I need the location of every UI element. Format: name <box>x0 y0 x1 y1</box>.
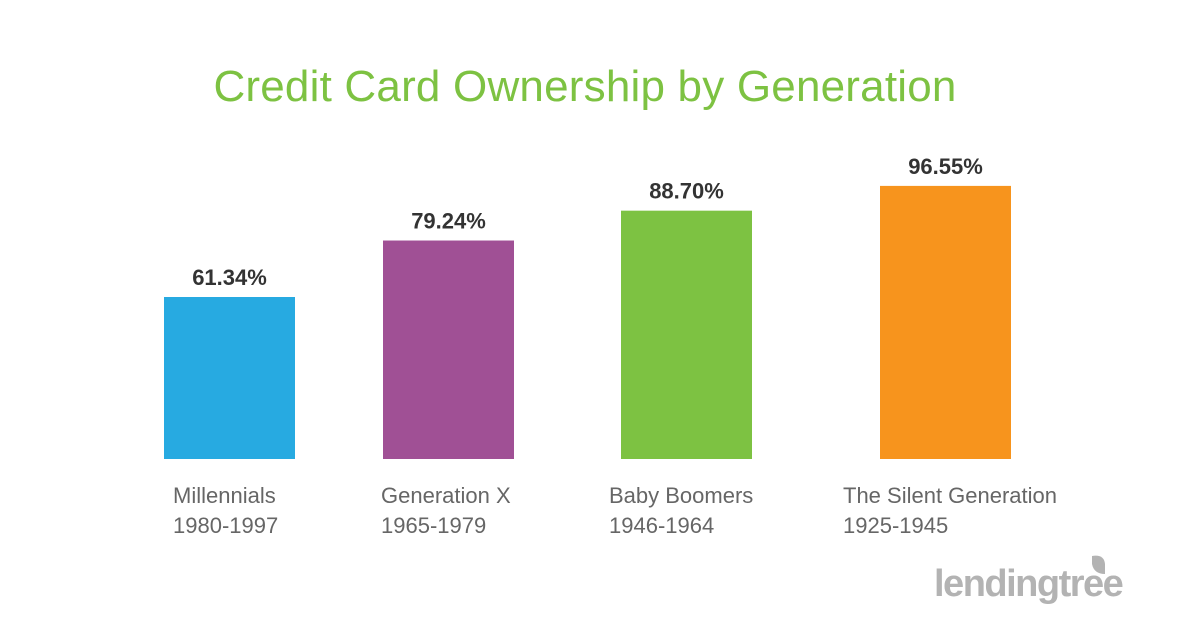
bar-3 <box>621 210 752 459</box>
chart-title: Credit Card Ownership by Generation <box>213 62 957 111</box>
bars-layer <box>164 185 1011 459</box>
value-labels-layer: 61.34% 79.24% 88.70% 96.55% <box>192 154 983 290</box>
category-label-2: Generation X 1965-1979 <box>381 483 511 538</box>
bar-4 <box>880 185 1011 459</box>
bar-value-label-2: 79.24% <box>411 209 486 234</box>
logo-wordmark: lendingtree <box>934 563 1123 605</box>
category-label-3: Baby Boomers 1946-1964 <box>609 483 753 538</box>
category-labels-layer: Millennials 1980-1997 Generation X 1965-197… <box>173 483 1057 538</box>
category-label-4: The Silent Generation 1925-1945 <box>843 483 1057 538</box>
leaf-icon <box>1092 555 1105 574</box>
bar-value-label-3: 88.70% <box>649 179 724 204</box>
bar-1 <box>164 297 295 459</box>
bar-value-label-4: 96.55% <box>908 154 983 179</box>
lendingtree-logo: lendingtree <box>934 555 1124 605</box>
category-label-1: Millennials 1980-1997 <box>173 483 278 538</box>
bar-2 <box>383 240 514 459</box>
bar-value-label-1: 61.34% <box>192 265 267 290</box>
